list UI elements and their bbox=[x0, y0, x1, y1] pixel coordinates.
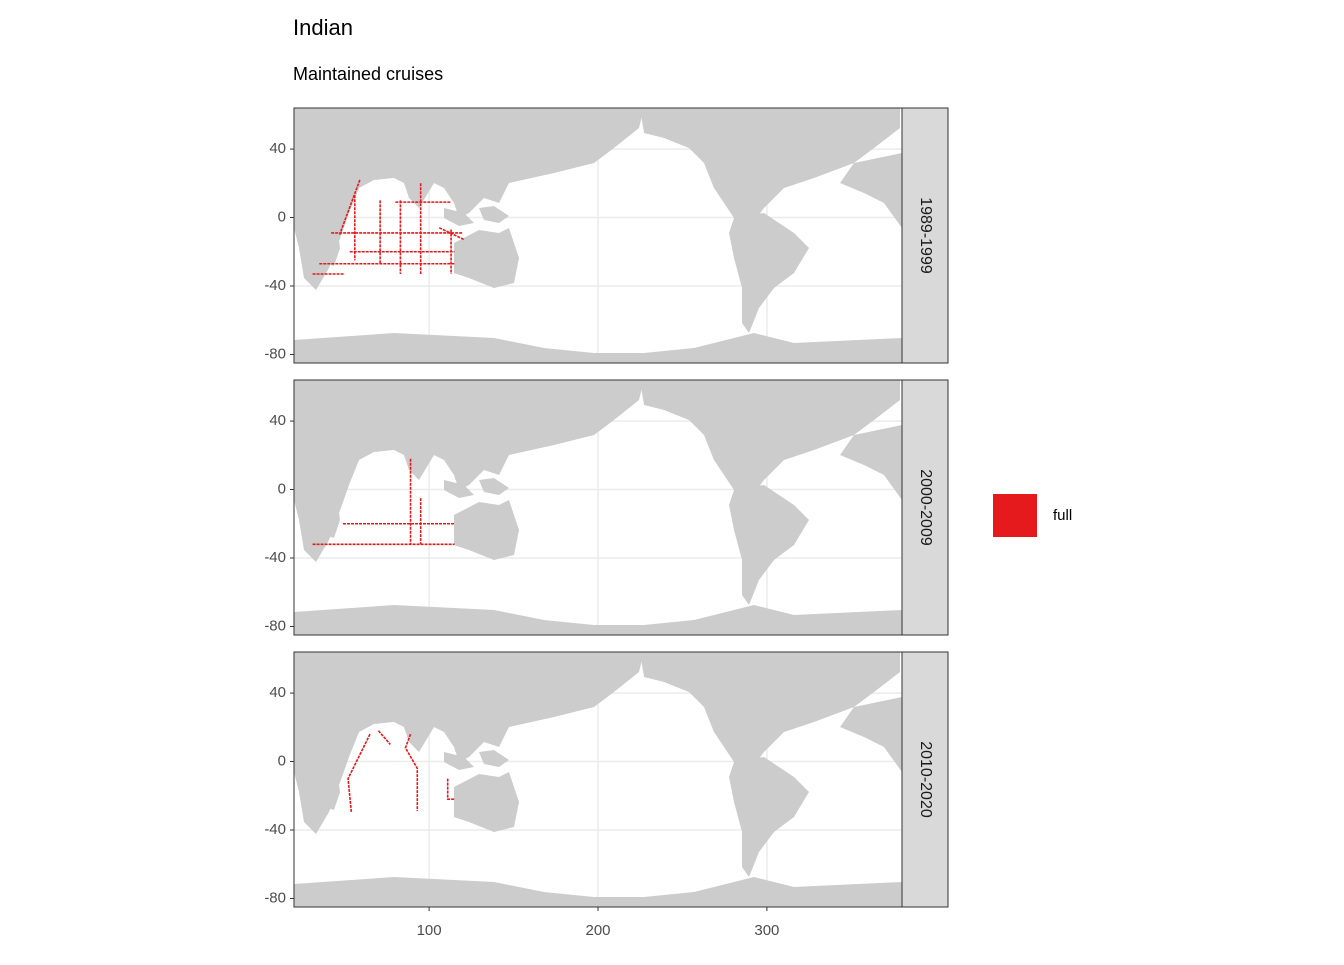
x-tick-label: 200 bbox=[585, 922, 610, 939]
y-tick-label: 40 bbox=[269, 684, 286, 701]
legend-label: full bbox=[1053, 507, 1072, 524]
cruise-track bbox=[438, 227, 465, 241]
x-tick-label: 100 bbox=[417, 922, 442, 939]
chart-subtitle: Maintained cruises bbox=[293, 64, 443, 84]
strip-label: 2000-2009 bbox=[917, 469, 934, 546]
y-tick-label: 0 bbox=[278, 208, 286, 225]
cruise-track bbox=[446, 778, 455, 800]
chart-title: Indian bbox=[293, 15, 353, 40]
y-tick-label: -80 bbox=[264, 889, 286, 906]
y-tick-label: -80 bbox=[264, 617, 286, 634]
strip bbox=[901, 651, 949, 908]
legend-key bbox=[993, 494, 1037, 537]
y-tick-label: 0 bbox=[278, 480, 286, 497]
cruise-track bbox=[377, 730, 391, 745]
strip-label: 2010-2020 bbox=[917, 741, 934, 818]
y-tick-label: -40 bbox=[264, 277, 286, 294]
x-tick-label: 300 bbox=[754, 922, 779, 939]
y-tick-label: 40 bbox=[269, 412, 286, 429]
y-tick-label: -40 bbox=[264, 549, 286, 566]
y-tick-label: 0 bbox=[278, 752, 286, 769]
strip-label: 1989-1999 bbox=[917, 197, 934, 274]
cruise-track bbox=[338, 179, 361, 235]
strip bbox=[901, 379, 949, 636]
cruise-track bbox=[347, 733, 371, 813]
y-tick-label: 40 bbox=[269, 140, 286, 157]
y-tick-label: -80 bbox=[264, 345, 286, 362]
strip bbox=[901, 107, 949, 364]
cruise-track bbox=[404, 733, 419, 812]
y-tick-label: -40 bbox=[264, 821, 286, 838]
